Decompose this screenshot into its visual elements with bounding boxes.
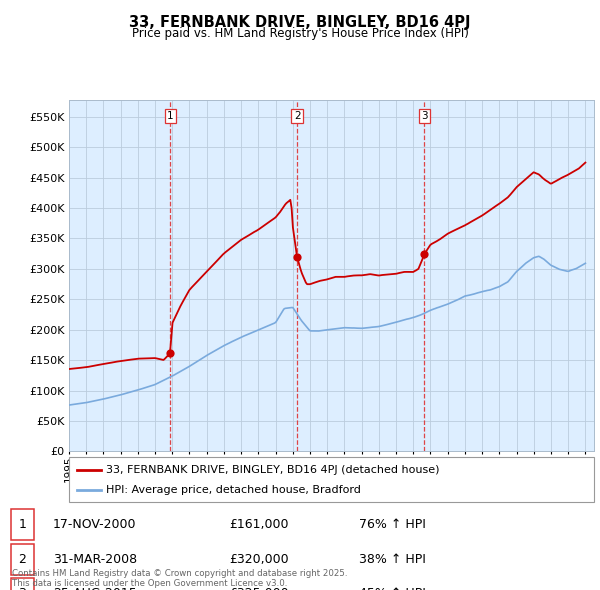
- Text: £161,000: £161,000: [229, 518, 289, 531]
- Text: 3: 3: [19, 587, 26, 590]
- Text: 38% ↑ HPI: 38% ↑ HPI: [359, 552, 425, 566]
- Text: Contains HM Land Registry data © Crown copyright and database right 2025.
This d: Contains HM Land Registry data © Crown c…: [12, 569, 347, 588]
- Text: 2: 2: [294, 111, 301, 121]
- Bar: [11, 509, 34, 540]
- Text: 33, FERNBANK DRIVE, BINGLEY, BD16 4PJ (detached house): 33, FERNBANK DRIVE, BINGLEY, BD16 4PJ (d…: [106, 465, 439, 474]
- Text: 1: 1: [167, 111, 173, 121]
- Text: 45% ↑ HPI: 45% ↑ HPI: [359, 587, 425, 590]
- Point: [292, 252, 302, 261]
- Text: 76% ↑ HPI: 76% ↑ HPI: [359, 518, 425, 531]
- Point: [166, 349, 175, 358]
- Text: 33, FERNBANK DRIVE, BINGLEY, BD16 4PJ: 33, FERNBANK DRIVE, BINGLEY, BD16 4PJ: [129, 15, 471, 30]
- Text: £320,000: £320,000: [229, 552, 289, 566]
- Text: £325,000: £325,000: [229, 587, 289, 590]
- Text: 25-AUG-2015: 25-AUG-2015: [53, 587, 137, 590]
- Text: HPI: Average price, detached house, Bradford: HPI: Average price, detached house, Brad…: [106, 485, 361, 495]
- Text: Price paid vs. HM Land Registry's House Price Index (HPI): Price paid vs. HM Land Registry's House …: [131, 27, 469, 40]
- Text: 3: 3: [421, 111, 428, 121]
- Text: 31-MAR-2008: 31-MAR-2008: [53, 552, 137, 566]
- Point: [419, 249, 429, 258]
- Text: 17-NOV-2000: 17-NOV-2000: [53, 518, 137, 531]
- Text: 2: 2: [19, 552, 26, 566]
- Text: 1: 1: [19, 518, 26, 531]
- Bar: [11, 543, 34, 575]
- Bar: [11, 578, 34, 590]
